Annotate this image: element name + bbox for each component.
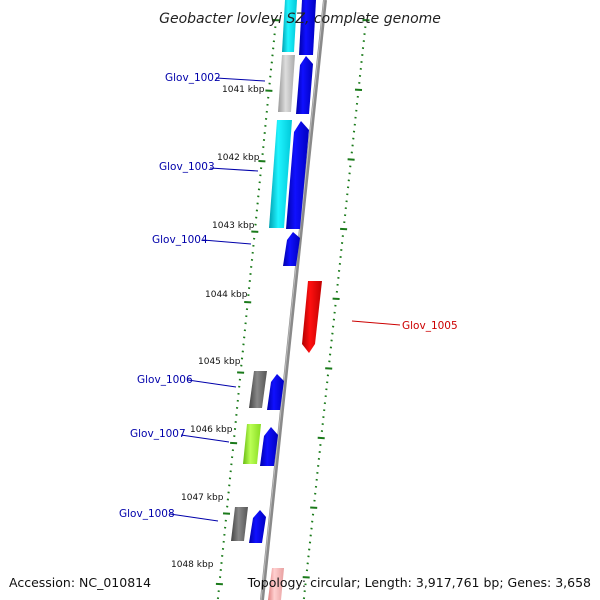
outer-tick-track (302, 19, 370, 600)
leader-line-1002 (215, 77, 266, 82)
gene-glyph-blue-top (299, 0, 316, 55)
gene-glyph-gray-1006 (249, 371, 267, 408)
kbp-label-1043: 1043 kbp (212, 221, 255, 231)
gene-label-glov-1006[interactable]: Glov_1006 (137, 374, 193, 386)
gene-label-glov-1008[interactable]: Glov_1008 (119, 508, 175, 520)
gene-glyph-gray-1008 (231, 507, 248, 541)
gene-glyph-lime-1007 (243, 424, 261, 464)
gene-label-glov-1002[interactable]: Glov_1002 (165, 72, 221, 84)
leader-line-1003 (209, 167, 259, 172)
topology-label: Topology: circular; Length: 3,917,761 bp… (247, 575, 591, 590)
kbp-label-1041: 1041 kbp (222, 85, 265, 95)
leader-line-1006 (187, 379, 237, 388)
gene-glyph-cyan-1003 (269, 120, 292, 228)
gene-glyph-gray-1002 (278, 55, 295, 112)
leader-line-1005 (351, 320, 401, 326)
gene-label-glov-1005[interactable]: Glov_1005 (402, 320, 458, 332)
gene-label-glov-1004[interactable]: Glov_1004 (152, 234, 208, 246)
gene-glyph-blue-1008 (249, 510, 266, 543)
gene-glyph-blue-1003 (286, 121, 309, 229)
kbp-label-1042: 1042 kbp (217, 153, 260, 163)
accession-label: Accession: NC_010814 (9, 575, 151, 590)
gene-glyph-blue-1002 (296, 56, 313, 114)
genome-title: Geobacter lovleyi SZ, complete genome (159, 11, 441, 27)
gene-glyph-pink-bottom (268, 568, 284, 600)
gene-glyph-blue-1007 (260, 427, 278, 466)
inner-tick-track (215, 19, 280, 600)
gene-glyph-blue-1004 (283, 232, 300, 266)
gene-label-glov-1007[interactable]: Glov_1007 (130, 428, 186, 440)
gene-glyph-blue-1006 (267, 374, 284, 410)
kbp-label-1046: 1046 kbp (190, 425, 233, 435)
gene-glyph-cyan-top (282, 0, 297, 52)
genome-backbone-highlight (260, 0, 325, 600)
gene-glyph-red-1005 (302, 281, 322, 353)
kbp-label-1048: 1048 kbp (171, 560, 214, 570)
kbp-label-1044: 1044 kbp (205, 290, 248, 300)
kbp-label-1045: 1045 kbp (198, 357, 241, 367)
gene-label-glov-1003[interactable]: Glov_1003 (159, 161, 215, 173)
genome-backbone (260, 0, 327, 600)
leader-line-1004 (202, 239, 252, 245)
kbp-label-1047: 1047 kbp (181, 493, 224, 503)
leader-line-1007 (180, 434, 230, 443)
leader-line-1008 (169, 513, 219, 522)
